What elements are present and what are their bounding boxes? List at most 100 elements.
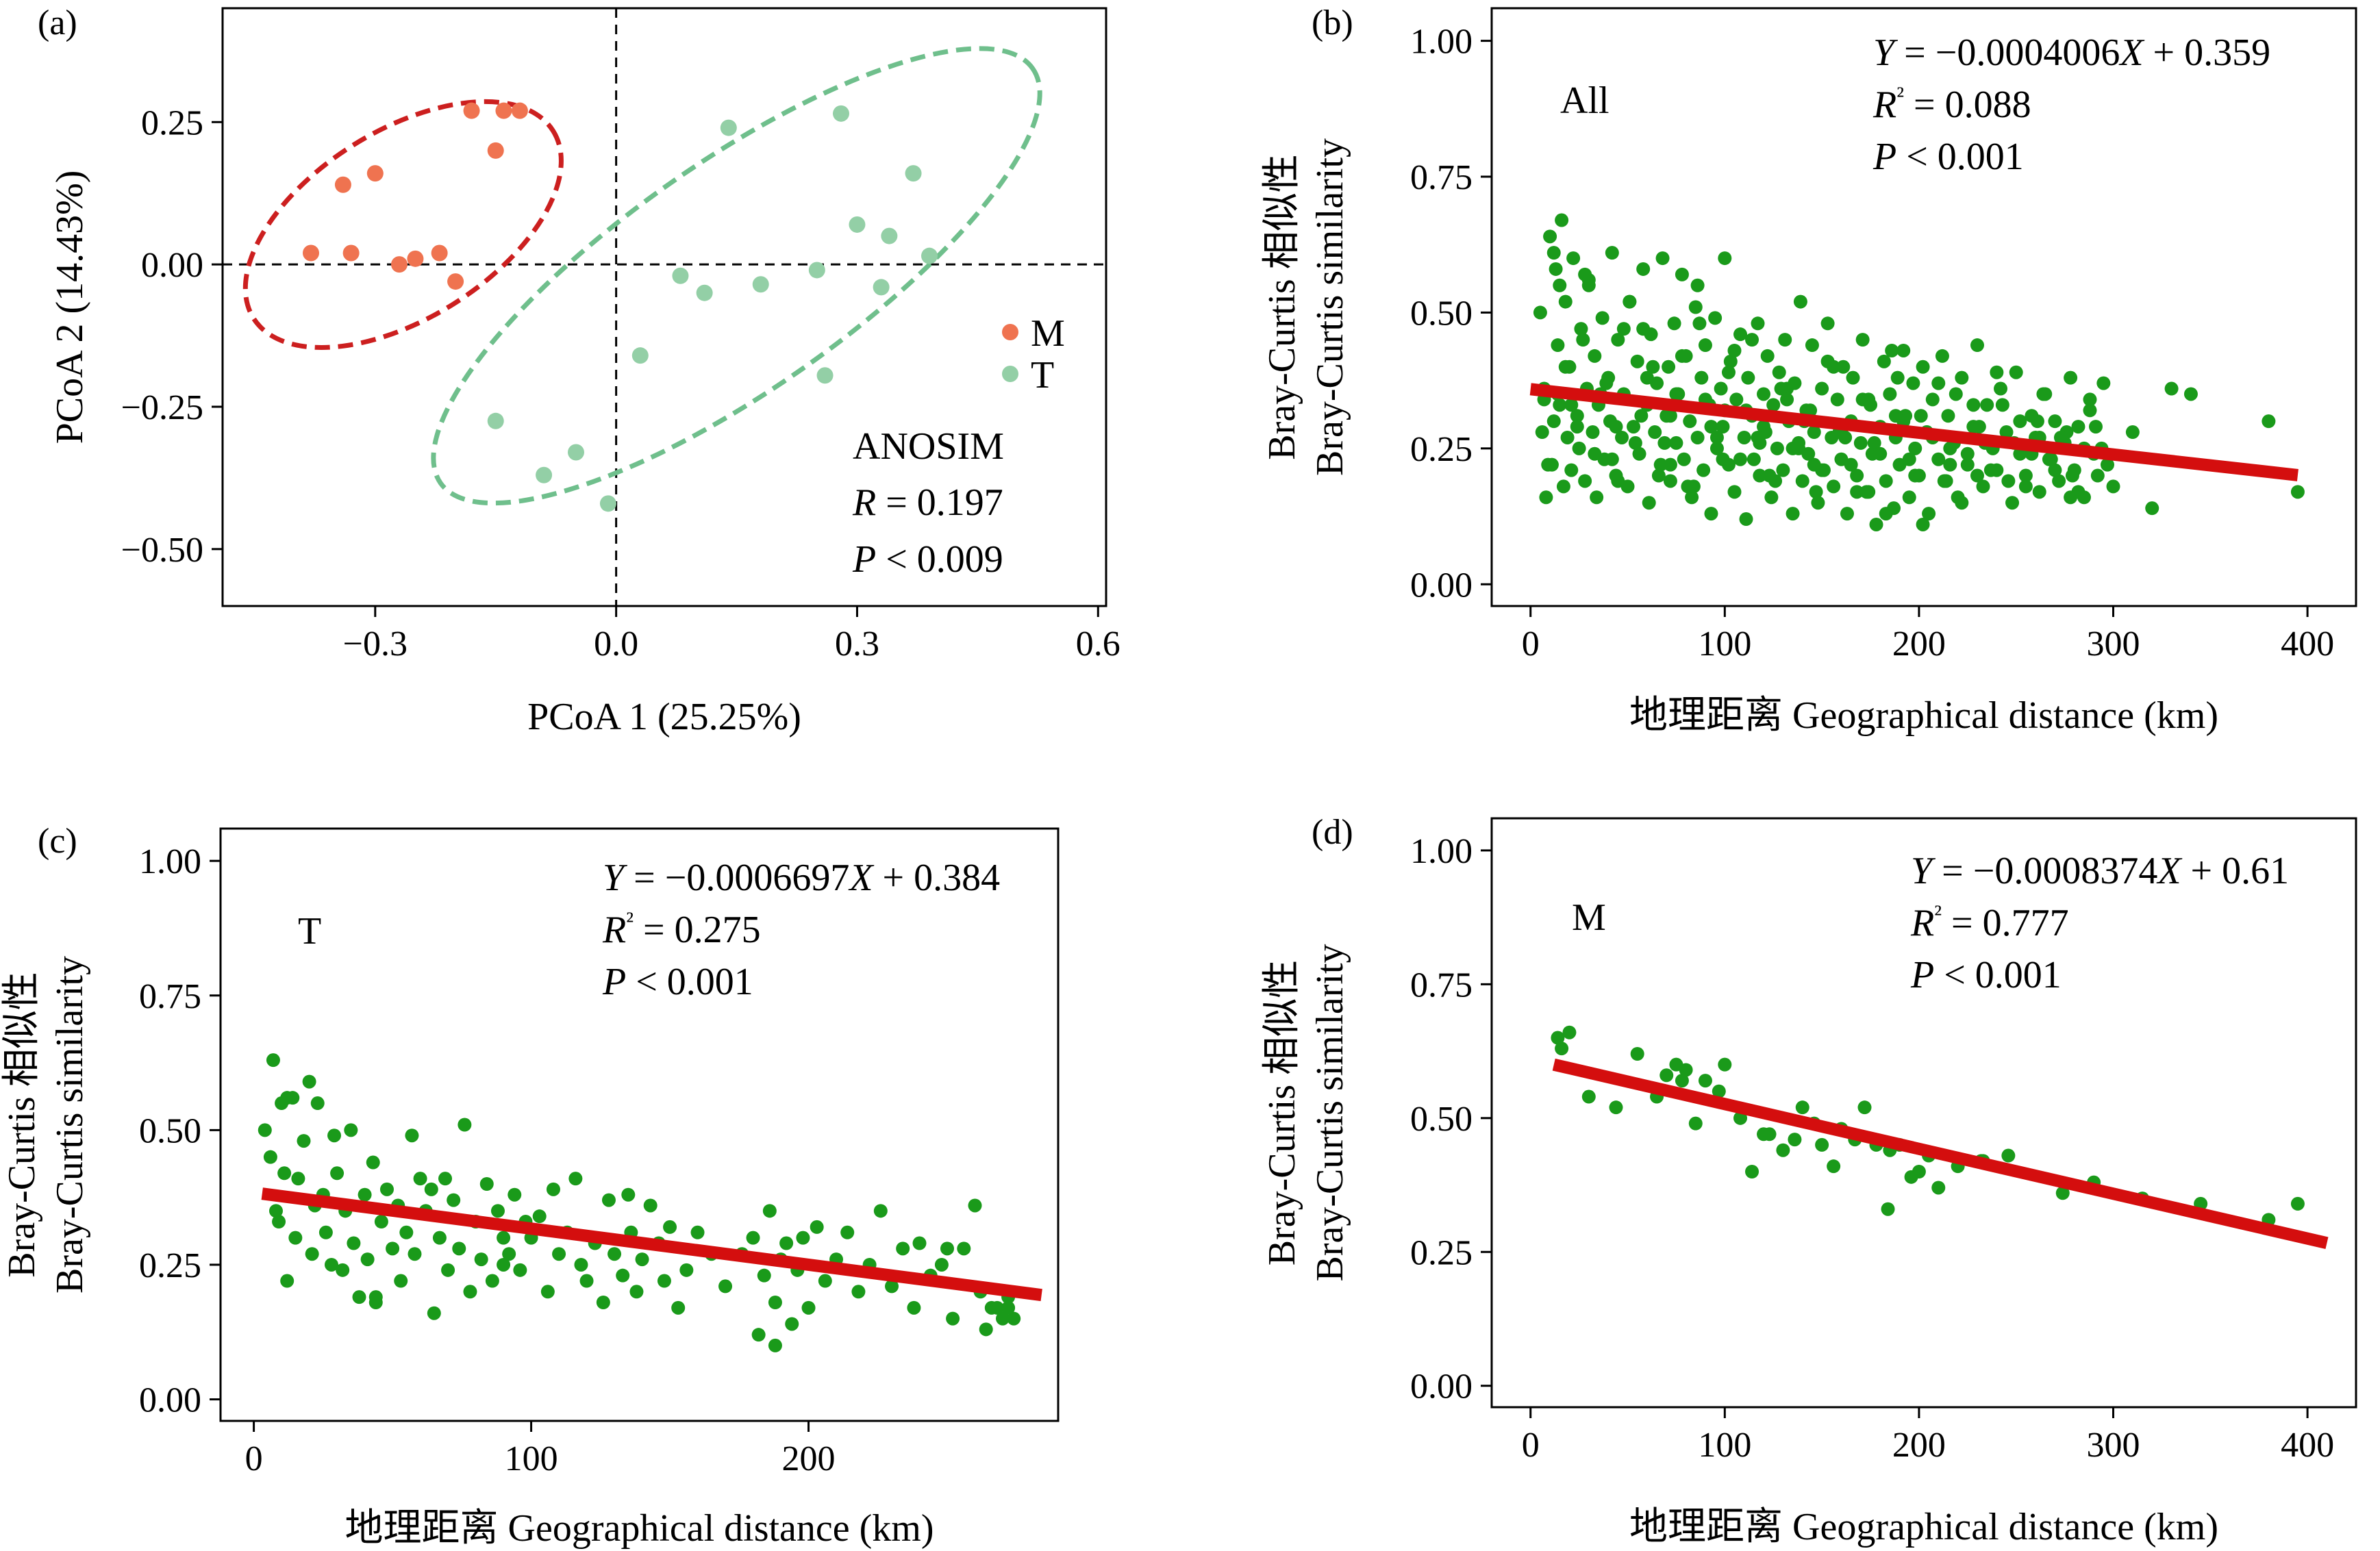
regression-stat-line-seg: Y [1873, 31, 1899, 74]
point-M [303, 244, 319, 262]
point [497, 1231, 511, 1245]
point [1690, 430, 1705, 444]
y-axis-label-line: Bray-Curtis similarity [49, 956, 91, 1294]
regression-stat-line-seg: R [1910, 902, 1934, 944]
point [1688, 1116, 1703, 1131]
point [1690, 278, 1705, 292]
point [762, 1204, 777, 1218]
point [601, 1193, 616, 1207]
regression-stat-line-seg: ² [1934, 900, 1942, 927]
point [751, 1328, 766, 1342]
point [474, 1252, 488, 1267]
x-tick-label: 300 [2087, 625, 2140, 664]
point [1780, 392, 1794, 407]
point [1949, 387, 1963, 401]
point [785, 1317, 799, 1331]
point [1562, 1025, 1577, 1039]
point-T [631, 347, 649, 364]
point [757, 1268, 771, 1283]
point [1632, 446, 1646, 461]
regression-stat-line: Y = −0.0004006X + 0.359 [1873, 31, 2270, 74]
y-tick-label: −0.50 [121, 531, 203, 570]
point [912, 1236, 927, 1250]
x-axis-label: 地理距离 Geographical distance (km) [1629, 694, 2218, 737]
point [1994, 381, 2008, 396]
y-tick-label: 0.25 [141, 103, 203, 142]
y-tick-label: 0.50 [1410, 294, 1473, 333]
point [851, 1285, 866, 1299]
point [2018, 468, 2033, 483]
point [1753, 468, 1767, 483]
point [1698, 1074, 1712, 1088]
point [1541, 457, 1555, 472]
point [268, 1204, 283, 1218]
point [596, 1296, 610, 1309]
point [746, 1231, 760, 1245]
point [1605, 452, 1619, 466]
regression-line [1552, 1058, 2329, 1250]
point [1776, 463, 1790, 477]
point [2071, 420, 2085, 434]
panel-c: (c) 0 100 200 0.00 0.25 0.50 0.75 1.00 T Y = −0.00… [1, 822, 1060, 1550]
point [532, 1209, 547, 1224]
point [1642, 496, 1656, 510]
point [330, 1166, 345, 1181]
point [1786, 507, 1800, 521]
point-M [342, 244, 360, 262]
point [336, 1263, 350, 1277]
panel-label: (b) [1312, 3, 1353, 42]
point [940, 1241, 955, 1256]
point [1543, 229, 1557, 244]
point-T [672, 267, 689, 284]
point [508, 1187, 522, 1202]
point [347, 1236, 361, 1250]
regression-stat-line-seg: = −0.0004006 [1894, 31, 2120, 74]
point-T [752, 276, 769, 293]
point-M [334, 176, 351, 193]
point [1807, 457, 1821, 472]
point [1630, 1047, 1644, 1061]
point [996, 1311, 1010, 1326]
x-tick-label: 0.6 [1076, 625, 1120, 664]
point [1688, 300, 1703, 314]
regression-stat-line-seg: + 0.359 [2144, 31, 2271, 74]
point [302, 1074, 316, 1089]
y-tick-label: 0.00 [1410, 1367, 1473, 1407]
point [358, 1187, 372, 1202]
point [2018, 479, 2033, 494]
point [1581, 1089, 1596, 1104]
point [768, 1296, 782, 1309]
point [2100, 457, 2114, 472]
point [896, 1241, 910, 1256]
plot-frame [219, 827, 1060, 1422]
x-axis-label: 地理距离 Geographical distance (km) [1629, 1506, 2218, 1548]
y-axis-label-line: Bray-Curtis 相似性 [1261, 960, 1303, 1265]
point [1588, 349, 1602, 363]
point [1595, 311, 1609, 325]
point [463, 1285, 477, 1299]
point [1685, 490, 1699, 505]
point-T [808, 262, 825, 279]
regression-stat-line-seg: X [2118, 31, 2145, 74]
point [368, 1290, 383, 1304]
point [1914, 409, 1928, 423]
point [374, 1215, 388, 1229]
point [2106, 479, 2120, 494]
point [574, 1257, 588, 1272]
point [801, 1300, 816, 1315]
point [2290, 1196, 2305, 1211]
point [1551, 1031, 1565, 1045]
point [1836, 360, 1851, 374]
point [1990, 365, 2004, 379]
point [1533, 305, 1547, 320]
point [513, 1263, 527, 1277]
point [1692, 316, 1707, 331]
panel-b: (b) 0 100 200 300 400 0.00 0.25 0.50 0.75 1.00 All Y… [1261, 3, 2357, 737]
regression-stat-line-seg: ² [626, 907, 634, 934]
point [1778, 333, 1792, 347]
point-T [921, 247, 938, 264]
point [1572, 441, 1586, 455]
y-axis-label-line: Bray-Curtis 相似性 [1261, 154, 1303, 459]
point [1764, 490, 1779, 505]
point [424, 1182, 438, 1196]
